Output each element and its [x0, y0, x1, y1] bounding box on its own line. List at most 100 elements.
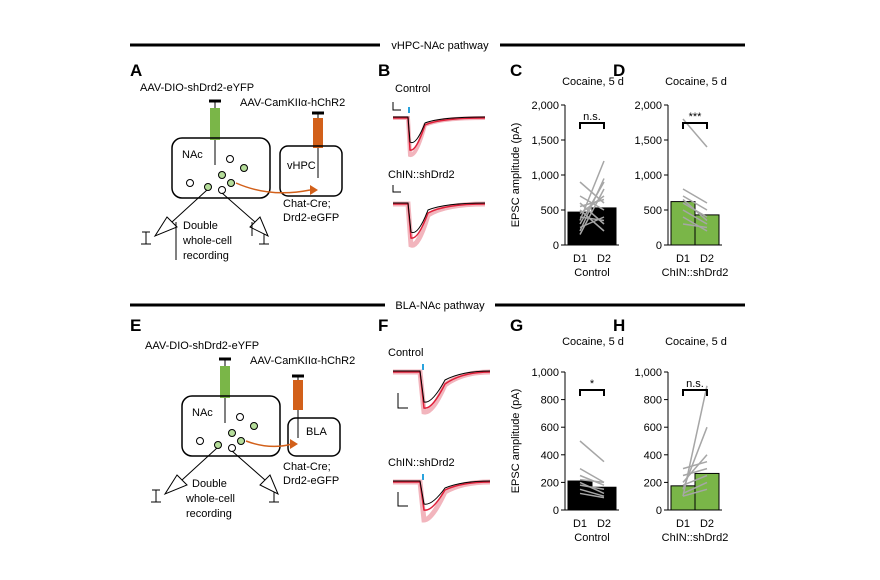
- region-label: NAc: [192, 407, 213, 419]
- paired-line: [579, 440, 605, 463]
- trace-panel: B Control ChIN::shDrd2: [378, 61, 486, 248]
- y-tick-label: 800: [644, 395, 662, 407]
- y-tick-label: 500: [541, 205, 559, 217]
- paired-line: [579, 488, 605, 497]
- y-tick-label: 1,500: [531, 135, 559, 147]
- schematic: E AAV-DIO-shDrd2-eYFP AAV-CamKIIα-hChR2 …: [130, 316, 355, 520]
- significance-label: n.s.: [583, 111, 601, 123]
- significance-label: *: [590, 378, 595, 390]
- paired-line: [579, 178, 605, 232]
- paired-line: [682, 474, 708, 486]
- y-axis-label: EPSC amplitude (pA): [510, 123, 522, 228]
- x-tick-label: D2: [700, 253, 714, 265]
- paired-line: [579, 160, 605, 221]
- virus-label: AAV-CamKIIα-hChR2: [250, 355, 355, 367]
- mouse-label: Chat-Cre;: [283, 198, 331, 210]
- paired-line: [579, 198, 605, 208]
- paired-line: [682, 198, 708, 222]
- panel-label: B: [378, 61, 390, 80]
- panel-label: F: [378, 316, 388, 335]
- x-tick-label: D2: [597, 518, 611, 530]
- bar: [591, 486, 617, 511]
- paired-line: [579, 209, 605, 232]
- paired-line: [579, 484, 605, 491]
- y-tick-label: 2,000: [634, 100, 662, 112]
- y-tick-label: 600: [541, 422, 559, 434]
- x-tick-label: D2: [700, 518, 714, 530]
- paired-line: [682, 460, 708, 470]
- virus-label: AAV-CamKIIα-hChR2: [240, 97, 345, 109]
- mouse-label: Drd2-eGFP: [283, 212, 339, 224]
- y-tick-label: 400: [644, 450, 662, 462]
- virus-label: AAV-DIO-shDrd2-eYFP: [140, 82, 254, 94]
- y-tick-label: 2,000: [531, 100, 559, 112]
- significance-label: ***: [689, 111, 703, 123]
- y-tick-label: 400: [541, 450, 559, 462]
- y-tick-label: 1,000: [531, 367, 559, 379]
- schematic: A AAV-DIO-shDrd2-eYFP AAV-CamKIIα-hChR2 …: [130, 61, 345, 262]
- y-tick-label: 1,000: [634, 367, 662, 379]
- paired-line: [682, 223, 708, 229]
- paired-line: [579, 467, 605, 484]
- trace-panel: F Control ChIN::shDrd2: [378, 316, 491, 523]
- y-tick-label: 1,500: [634, 135, 662, 147]
- recording-label: recording: [183, 250, 229, 262]
- y-tick-label: 0: [553, 240, 559, 252]
- condition-label: ChIN::shDrd2: [388, 457, 455, 469]
- chart-title: Cocaine, 5 d: [562, 76, 624, 88]
- paired-line: [682, 467, 708, 477]
- x-tick-label: D1: [573, 518, 587, 530]
- y-tick-label: 1,000: [634, 170, 662, 182]
- group-label: ChIN::shDrd2: [662, 267, 729, 279]
- mouse-label: Chat-Cre;: [283, 461, 331, 473]
- panel-label: D: [613, 61, 625, 80]
- group-label: ChIN::shDrd2: [662, 532, 729, 544]
- panel-label: G: [510, 316, 523, 335]
- y-tick-label: 0: [553, 505, 559, 517]
- significance-bracket: [579, 122, 605, 129]
- recording-label: Double: [183, 220, 218, 232]
- recording-label: whole-cell: [185, 493, 235, 505]
- y-tick-label: 600: [644, 422, 662, 434]
- significance-bracket: [579, 389, 605, 396]
- group-label: Control: [574, 267, 609, 279]
- panel-label: E: [130, 316, 141, 335]
- x-tick-label: D1: [573, 253, 587, 265]
- paired-line: [682, 481, 708, 495]
- paired-line: [579, 216, 605, 222]
- condition-label: Control: [395, 83, 430, 95]
- y-tick-label: 200: [541, 477, 559, 489]
- condition-label: Control: [388, 347, 423, 359]
- condition-label: ChIN::shDrd2: [388, 169, 455, 181]
- x-tick-label: D1: [676, 253, 690, 265]
- panel-label: H: [613, 316, 625, 335]
- recording-label: recording: [186, 508, 232, 520]
- region-label: vHPC: [287, 160, 316, 172]
- paired-line: [579, 478, 605, 484]
- paired-line: [682, 195, 708, 211]
- paired-line: [682, 188, 708, 204]
- paired-line: [579, 492, 605, 499]
- significance-bracket: [682, 122, 708, 129]
- panel-label: A: [130, 61, 142, 80]
- x-tick-label: D2: [597, 253, 611, 265]
- y-tick-label: 500: [644, 205, 662, 217]
- region-label: BLA: [306, 426, 327, 438]
- x-tick-label: D1: [676, 518, 690, 530]
- bar: [591, 207, 617, 246]
- paired-line: [682, 209, 708, 225]
- chart-title: Cocaine, 5 d: [665, 336, 727, 348]
- group-label: Control: [574, 532, 609, 544]
- mouse-label: Drd2-eGFP: [283, 475, 339, 487]
- significance-label: n.s.: [686, 378, 704, 390]
- paired-line: [579, 181, 605, 204]
- region-label: NAc: [182, 149, 203, 161]
- paired-line: [579, 188, 605, 235]
- recording-label: whole-cell: [182, 235, 232, 247]
- y-tick-label: 800: [541, 395, 559, 407]
- paired-line: [682, 216, 708, 232]
- y-tick-label: 200: [644, 477, 662, 489]
- paired-line: [682, 488, 708, 497]
- significance-bracket: [682, 389, 708, 396]
